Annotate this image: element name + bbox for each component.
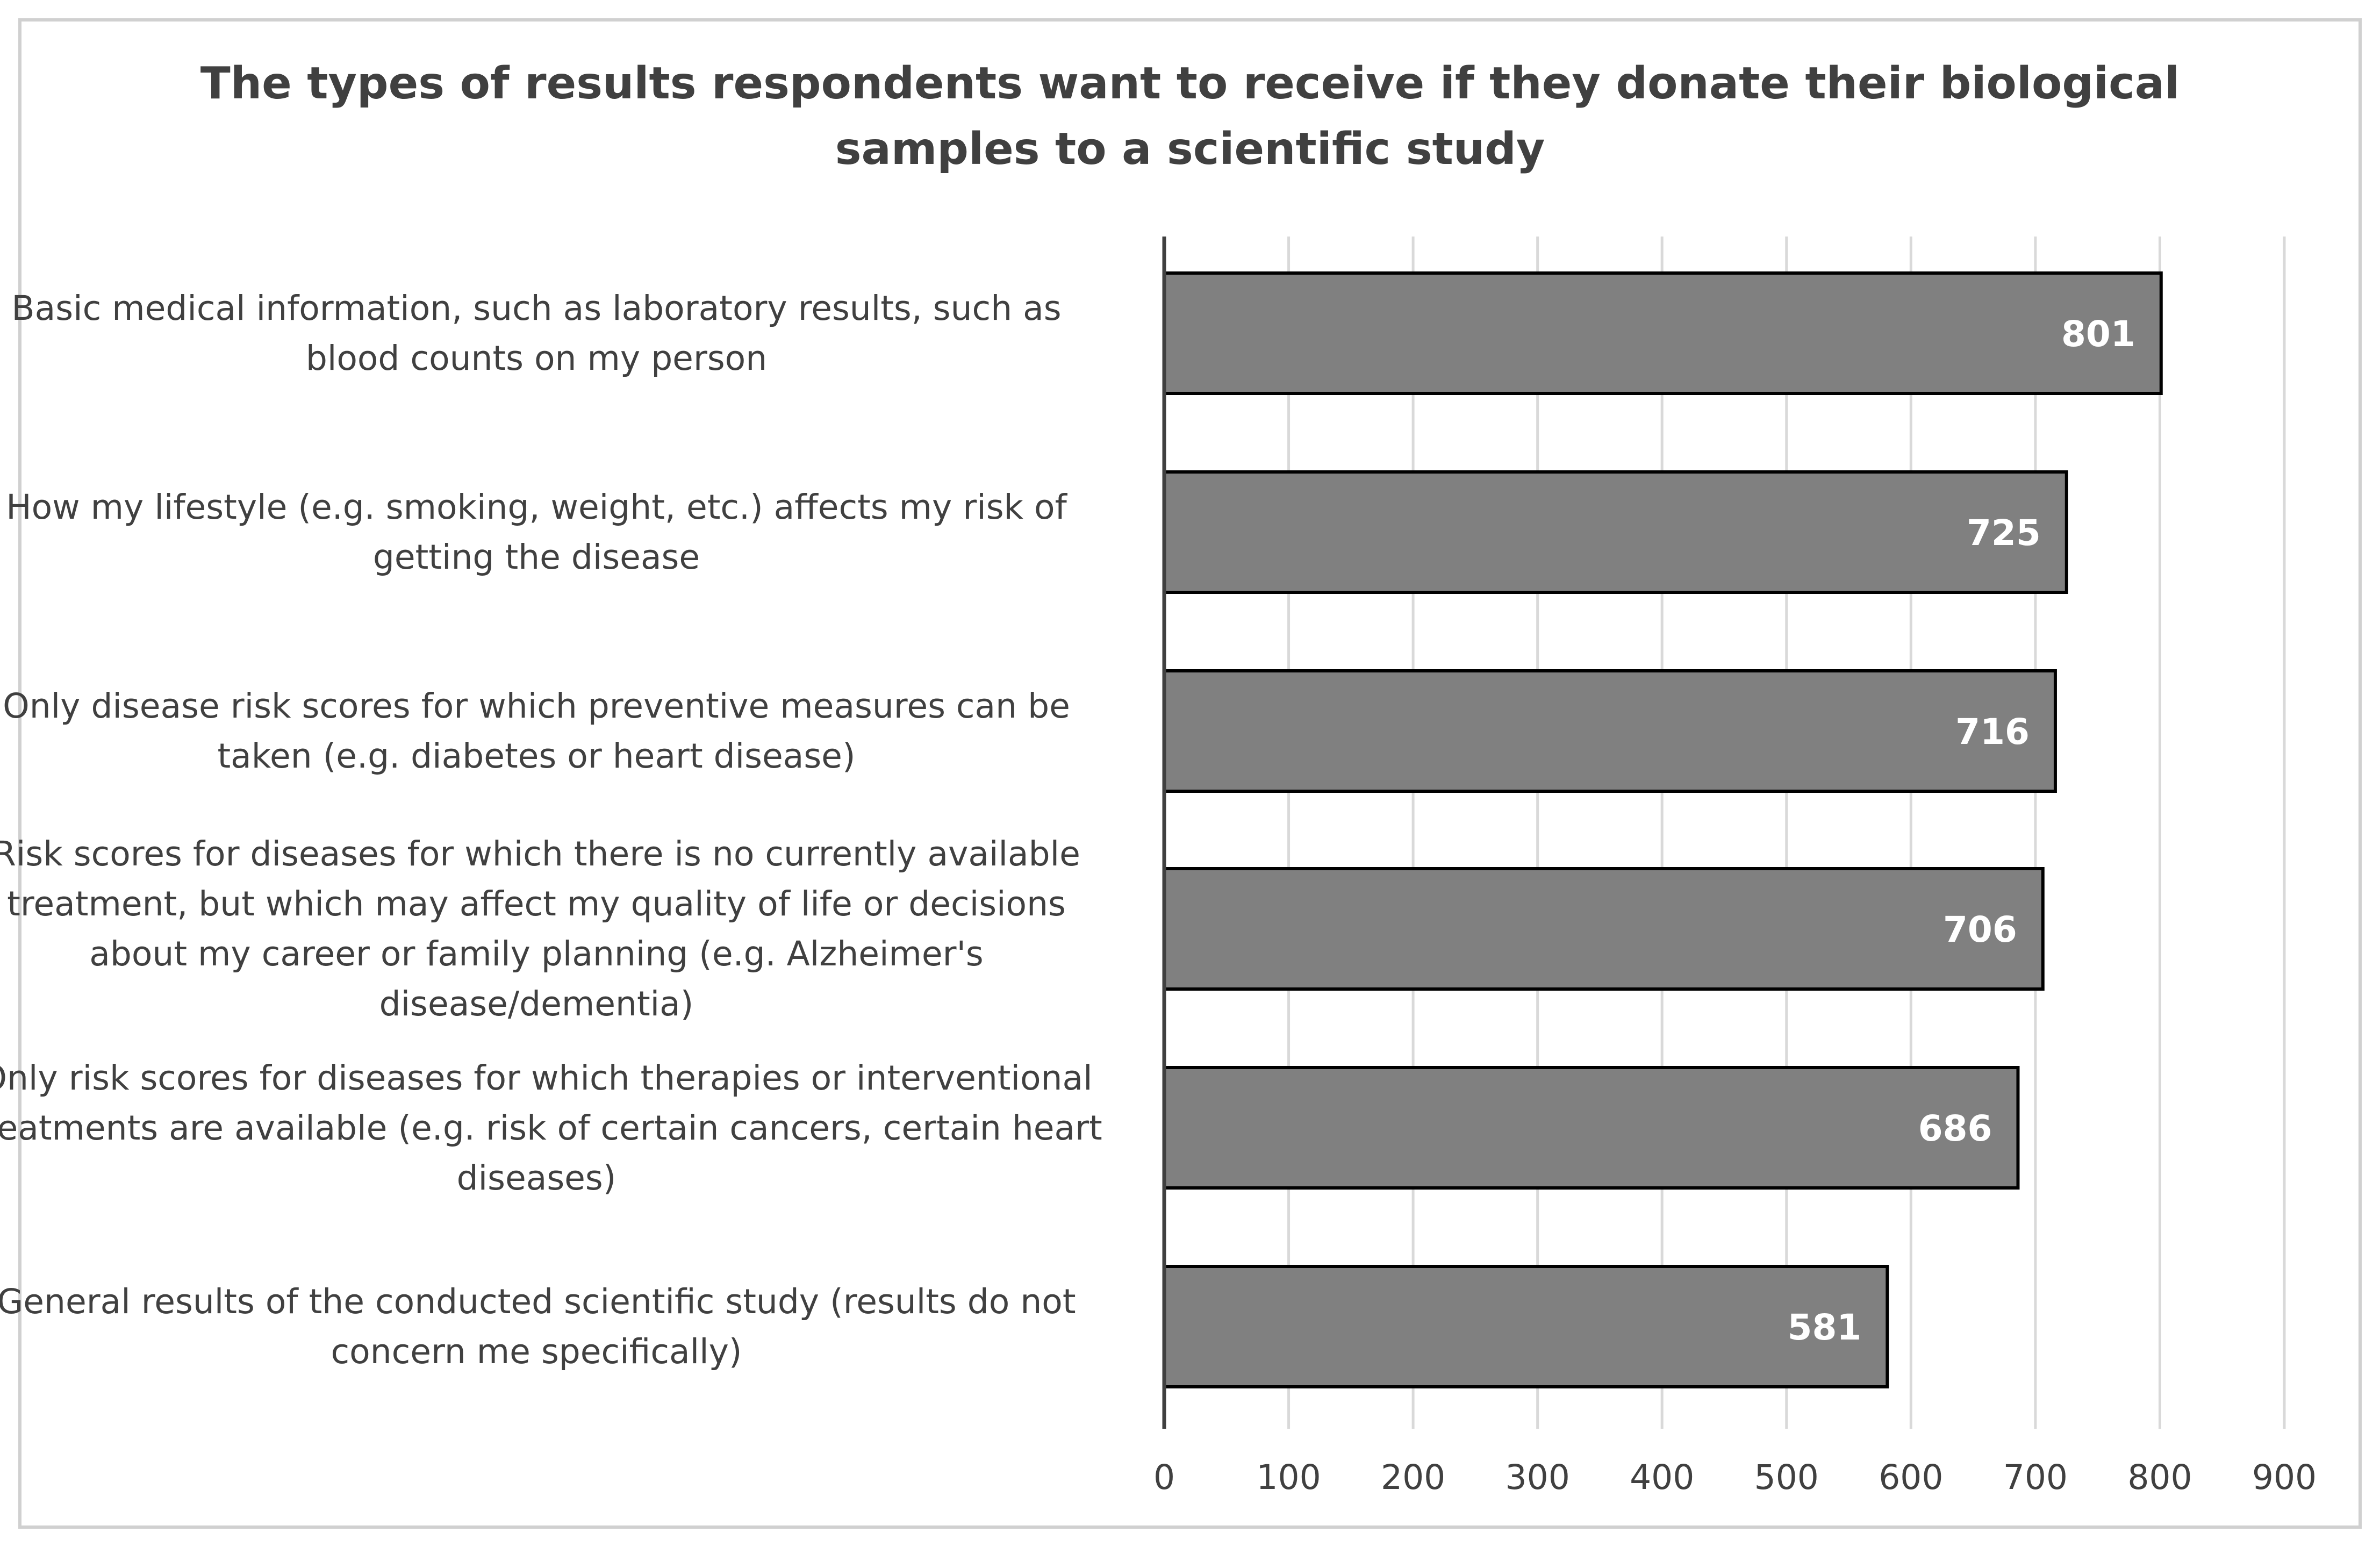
- x-tick-label-600: 600: [1879, 1458, 1943, 1497]
- bar-3: [1163, 669, 2057, 793]
- category-label-4-line-4: disease/dementia): [379, 984, 694, 1023]
- x-tick-label-100: 100: [1256, 1458, 1321, 1497]
- bars: [1163, 271, 2163, 1388]
- x-tick-label-700: 700: [2003, 1458, 2068, 1497]
- bar-4: [1163, 867, 2045, 991]
- bar-2: [1163, 470, 2068, 594]
- category-label-3: Only disease risk scores for which preve…: [0, 681, 1128, 781]
- data-label-4: 706: [1943, 909, 2017, 950]
- category-label-2-line-1: How my lifestyle (e.g. smoking, weight, …: [6, 488, 1067, 527]
- data-label-1: 801: [2061, 313, 2135, 355]
- bar-5: [1163, 1066, 2020, 1190]
- chart-title-line-2: samples to a scientific study: [835, 124, 1545, 175]
- category-label-2-line-2: getting the disease: [372, 538, 700, 577]
- grid-lines: [1287, 237, 2286, 1429]
- data-labels: 801 725 716 706 686 581: [1788, 313, 2135, 1348]
- category-label-3-line-2: taken (e.g. diabetes or heart disease): [217, 736, 856, 776]
- category-label-1: Basic medical information, such as labor…: [0, 283, 1128, 383]
- category-label-6: General results of the conducted scienti…: [0, 1277, 1128, 1377]
- x-tick-label-0: 0: [1153, 1458, 1175, 1497]
- category-label-4-line-1: Risk scores for diseases for which there…: [0, 834, 1080, 873]
- category-label-2: How my lifestyle (e.g. smoking, weight, …: [0, 482, 1128, 582]
- data-label-6: 581: [1788, 1307, 1862, 1348]
- tick-labels: 0 100 200 300 400 500 600 700 800 900: [1153, 1458, 2317, 1497]
- data-label-3: 716: [1955, 711, 2030, 753]
- x-tick-label-400: 400: [1630, 1458, 1694, 1497]
- category-label-5-line-3: diseases): [456, 1158, 616, 1198]
- category-label-1-line-1: Basic medical information, such as labor…: [11, 289, 1062, 328]
- chart-title: The types of results respondents want to…: [0, 51, 2380, 182]
- data-label-2: 725: [1967, 512, 2041, 554]
- category-label-6-line-1: General results of the conducted scienti…: [0, 1282, 1076, 1321]
- category-label-1-line-2: blood counts on my person: [305, 339, 768, 378]
- x-tick-label-200: 200: [1381, 1458, 1445, 1497]
- bar-6: [1163, 1265, 1889, 1388]
- category-label-4-line-3: about my career or family planning (e.g.…: [89, 934, 984, 973]
- category-label-4-line-2: treatment, but which may affect my quali…: [7, 884, 1066, 923]
- category-label-4: Risk scores for diseases for which there…: [0, 829, 1128, 1029]
- category-label-3-line-1: Only disease risk scores for which preve…: [3, 686, 1070, 726]
- x-tick-label-500: 500: [1754, 1458, 1819, 1497]
- data-label-5: 686: [1918, 1108, 1992, 1149]
- category-label-6-line-2: concern me specifically): [331, 1332, 742, 1371]
- x-tick-label-800: 800: [2127, 1458, 2192, 1497]
- category-label-5-line-2: treatments are available (e.g. risk of c…: [0, 1108, 1102, 1148]
- category-label-5: Only risk scores for diseases for which …: [0, 1053, 1128, 1203]
- bar-1: [1163, 271, 2163, 395]
- chart-title-line-1: The types of results respondents want to…: [200, 58, 2180, 109]
- x-tick-label-900: 900: [2252, 1458, 2317, 1497]
- category-label-5-line-1: Only risk scores for diseases for which …: [0, 1058, 1093, 1098]
- x-tick-label-300: 300: [1506, 1458, 1570, 1497]
